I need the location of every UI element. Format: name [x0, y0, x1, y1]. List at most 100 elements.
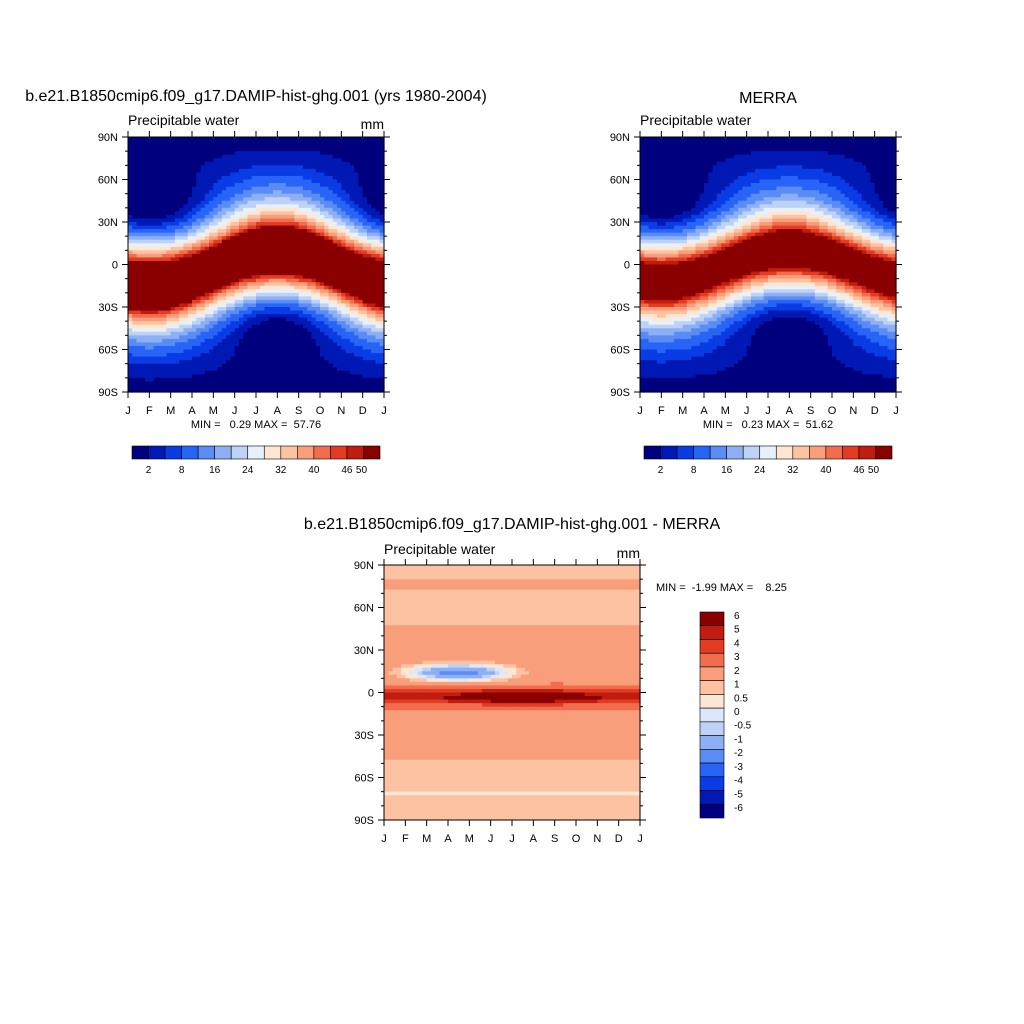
field-cell — [669, 151, 675, 156]
field-cell — [332, 268, 338, 273]
field-cell — [302, 179, 308, 184]
field-cell — [200, 250, 206, 255]
field-cell — [298, 236, 304, 241]
field-cell — [657, 324, 662, 329]
field-cell — [652, 257, 658, 262]
field-cell — [183, 317, 189, 322]
field-cell — [234, 275, 240, 280]
field-cell — [328, 229, 334, 234]
field-cell — [652, 314, 658, 319]
field-cell — [179, 211, 185, 216]
field-cell — [665, 207, 671, 212]
field-cell — [204, 271, 210, 276]
field-cell — [332, 232, 338, 237]
field-cell — [204, 197, 210, 202]
field-cell — [187, 328, 193, 333]
field-cell — [183, 271, 189, 276]
field-cell — [153, 310, 159, 315]
field-cell — [349, 229, 355, 234]
field-cell — [345, 331, 351, 336]
field-cell — [281, 324, 287, 329]
field-cell — [247, 186, 253, 191]
field-cell — [166, 388, 172, 393]
field-cell — [174, 374, 180, 379]
field-cell — [183, 353, 189, 358]
field-cell — [243, 168, 249, 174]
field-cell — [174, 370, 180, 375]
field-cell — [307, 324, 313, 329]
field-cell — [230, 190, 236, 195]
field-cell — [209, 161, 214, 166]
field-cell — [221, 268, 227, 273]
field-cell — [153, 186, 159, 191]
field-cell — [652, 363, 658, 368]
field-cell — [256, 303, 261, 308]
field-cell — [187, 225, 193, 230]
field-cell — [179, 179, 185, 184]
field-cell — [362, 299, 368, 305]
field-cell — [337, 243, 342, 248]
field-cell — [243, 328, 249, 333]
field-cell — [213, 250, 219, 255]
field-cell — [174, 140, 180, 145]
field-cell — [341, 296, 347, 301]
field-cell — [307, 367, 313, 372]
field-cell — [128, 165, 133, 170]
field-cell — [665, 243, 671, 248]
field-cell — [221, 211, 227, 216]
field-cell — [345, 285, 351, 290]
field-cell — [294, 193, 300, 198]
field-cell — [644, 225, 650, 230]
field-cell — [136, 197, 142, 202]
field-cell — [157, 363, 163, 368]
field-cell — [345, 214, 351, 220]
field-cell — [661, 183, 667, 188]
field-cell — [345, 310, 351, 315]
field-cell — [315, 303, 321, 308]
field-cell — [324, 218, 330, 223]
field-cell — [285, 374, 291, 379]
field-cell — [294, 335, 300, 340]
field-cell — [358, 282, 364, 287]
field-cell — [379, 193, 385, 198]
field-cell — [149, 296, 155, 301]
field-cell — [354, 158, 359, 163]
field-cell — [337, 250, 342, 255]
field-cell — [196, 144, 202, 149]
field-cell — [243, 154, 249, 159]
field-cell — [192, 324, 197, 329]
field-cell — [307, 147, 313, 152]
field-cell — [238, 222, 244, 227]
field-cell — [264, 243, 270, 248]
field-cell — [251, 151, 257, 156]
field-cell — [238, 229, 244, 234]
field-cell — [273, 278, 278, 283]
field-cell — [264, 289, 270, 294]
field-cell — [136, 257, 142, 262]
field-cell — [652, 292, 658, 297]
field-cell — [375, 197, 381, 202]
field-cell — [648, 207, 654, 212]
field-cell — [277, 374, 283, 379]
field-cell — [362, 338, 368, 344]
field-cell — [311, 275, 317, 280]
field-cell — [661, 289, 667, 294]
field-cell — [328, 282, 334, 287]
field-cell — [192, 307, 197, 312]
field-cell — [358, 193, 364, 198]
field-cell — [145, 236, 150, 241]
field-cell — [226, 377, 231, 382]
field-cell — [273, 207, 278, 212]
field-cell — [170, 229, 176, 234]
field-cell — [349, 211, 355, 216]
x-tick-label: J — [381, 405, 387, 417]
field-cell — [238, 193, 244, 198]
field-cell — [307, 310, 313, 315]
field-cell — [294, 232, 300, 237]
field-cell — [247, 161, 253, 166]
field-cell — [166, 222, 172, 227]
field-cell — [196, 299, 202, 305]
field-cell — [238, 257, 244, 262]
field-cell — [217, 218, 223, 223]
field-cell — [128, 151, 133, 156]
